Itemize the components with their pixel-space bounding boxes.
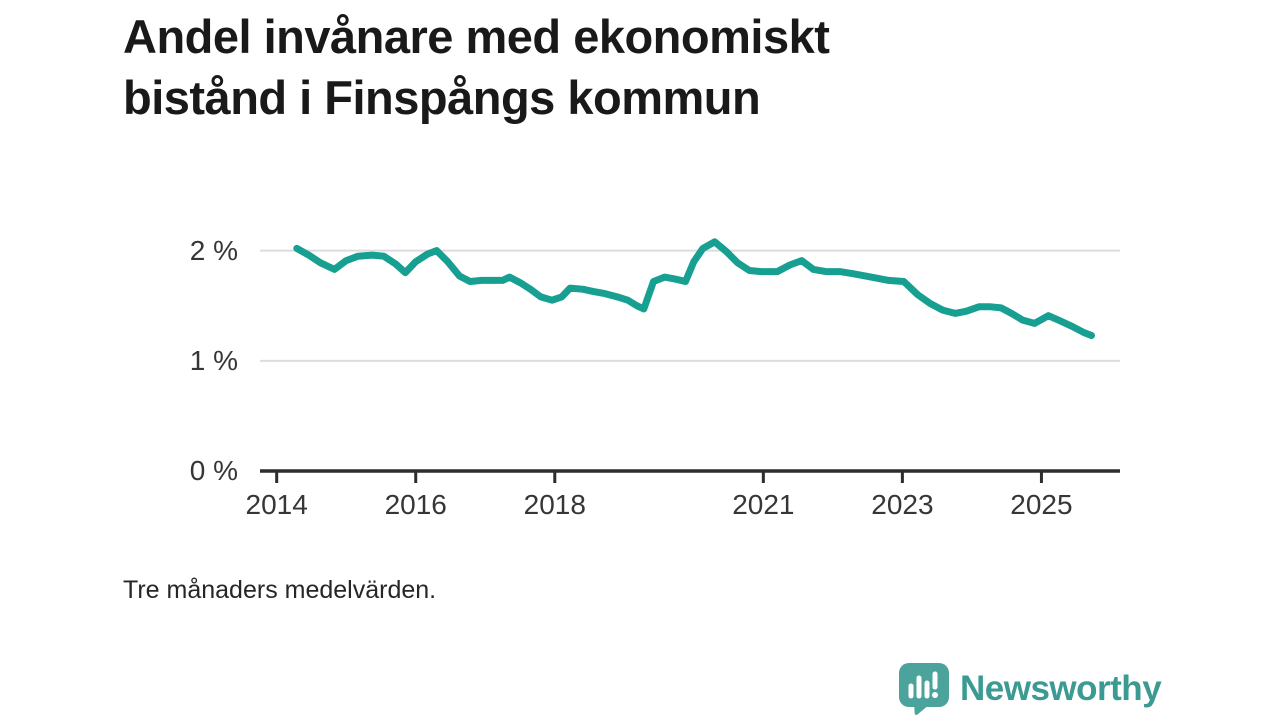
data-line-series — [293, 238, 1095, 339]
x-tick-label: 2025 — [1010, 489, 1073, 520]
speech-bubble-shape — [899, 663, 949, 715]
y-tick-label: 1 % — [189, 344, 238, 376]
chart-title-line1: Andel invånare med ekonomiskt — [123, 10, 830, 63]
x-tick-label: 2016 — [384, 489, 447, 520]
y-tick-label: 0 % — [189, 455, 238, 486]
chart-title: Andel invånare med ekonomiskt bistånd i … — [123, 6, 1123, 128]
x-axis — [260, 469, 1120, 483]
chart-title-line2: bistånd i Finspångs kommun — [123, 71, 761, 124]
newsworthy-logo-icon — [899, 663, 949, 715]
exclamation-dot — [932, 692, 938, 698]
x-tick-label: 2014 — [245, 489, 308, 520]
newsworthy-wordmark: Newsworthy — [960, 669, 1162, 708]
y-tick-label: 2 % — [189, 234, 238, 266]
bar-chart-glyph — [908, 671, 938, 699]
x-tick-label: 2023 — [871, 489, 934, 520]
x-tick-label: 2021 — [732, 489, 795, 520]
chart-footnote: Tre månaders medelvärden. — [123, 576, 437, 604]
gridlines — [260, 249, 1120, 362]
newsworthy-brand: Newsworthy — [898, 662, 1162, 716]
x-tick-label: 2018 — [523, 489, 586, 520]
